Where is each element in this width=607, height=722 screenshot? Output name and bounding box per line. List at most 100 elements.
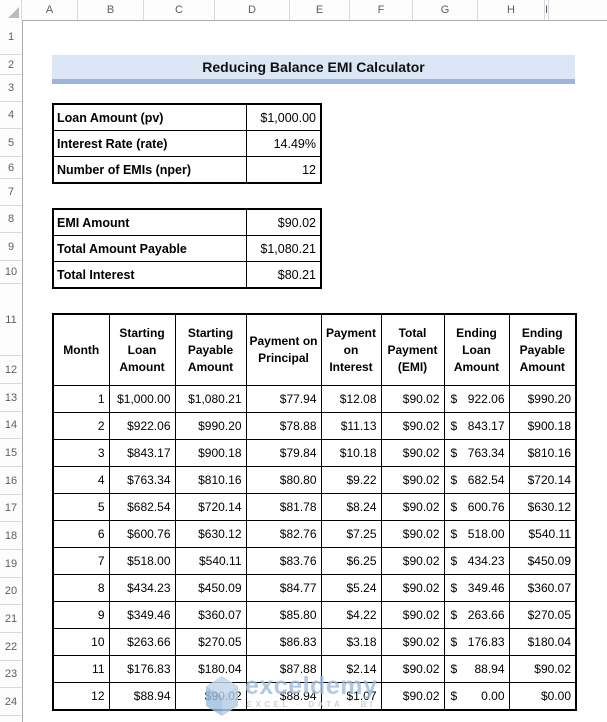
input-value-cell[interactable]: 14.49% [245,130,322,157]
cell-payment-principal[interactable]: $81.78 [245,493,322,521]
cell-starting-payable[interactable]: $810.16 [174,466,247,494]
column-header[interactable]: E [290,0,350,20]
cell-ending-loan[interactable]: $ 922.06 [443,385,510,413]
cell-payment-interest[interactable]: $12.08 [320,385,382,413]
cell-payment-interest[interactable]: $10.18 [320,439,382,467]
row-header[interactable]: 7 [0,179,22,206]
column-header[interactable]: C [144,0,215,20]
cell-total-payment[interactable]: $90.02 [380,520,445,548]
cell-payment-principal[interactable]: $86.83 [245,628,322,656]
row-header[interactable]: 11 [0,284,22,356]
row-header[interactable]: 5 [0,129,22,157]
result-value-cell[interactable]: $80.21 [245,261,322,289]
cell-total-payment[interactable]: $90.02 [380,439,445,467]
cell-ending-payable[interactable]: $900.18 [508,412,577,440]
row-header[interactable]: 4 [0,102,22,129]
cell-starting-loan[interactable]: $518.00 [108,547,176,575]
cell-ending-loan[interactable]: $ 518.00 [443,520,510,548]
cell-ending-payable[interactable]: $810.16 [508,439,577,467]
cell-total-payment[interactable]: $90.02 [380,547,445,575]
cell-ending-loan[interactable]: $ 434.23 [443,547,510,575]
schedule-header-cell[interactable]: Starting Payable Amount [174,313,247,386]
cell-ending-loan[interactable]: $ 263.66 [443,601,510,629]
cell-payment-interest[interactable]: $6.25 [320,547,382,575]
cell-ending-payable[interactable]: $0.00 [508,682,577,711]
row-header[interactable]: 12 [0,356,22,384]
row-header[interactable]: 17 [0,495,22,522]
row-header[interactable]: 18 [0,522,22,550]
cell-total-payment[interactable]: $90.02 [380,574,445,602]
cell-total-payment[interactable]: $90.02 [380,655,445,683]
column-header[interactable]: F [350,0,413,20]
cell-payment-interest[interactable]: $4.22 [320,601,382,629]
cell-total-payment[interactable]: $90.02 [380,682,445,711]
row-header[interactable]: 6 [0,157,22,179]
column-header[interactable]: H [478,0,545,20]
cell-payment-interest[interactable]: $1.07 [320,682,382,711]
cell-ending-payable[interactable]: $360.07 [508,574,577,602]
cell-payment-interest[interactable]: $8.24 [320,493,382,521]
cell-payment-principal[interactable]: $85.80 [245,601,322,629]
title-cell[interactable]: Reducing Balance EMI Calculator [52,55,575,84]
cell-payment-principal[interactable]: $82.76 [245,520,322,548]
row-header[interactable]: 16 [0,467,22,495]
cell-ending-payable[interactable]: $270.05 [508,601,577,629]
input-value-cell[interactable]: 12 [245,156,322,184]
cell-ending-payable[interactable]: $990.20 [508,385,577,413]
result-label-cell[interactable]: EMI Amount [52,208,247,236]
cell-ending-loan[interactable]: $ 349.46 [443,574,510,602]
select-all-corner[interactable] [0,0,22,20]
cell-ending-loan[interactable]: $ 843.17 [443,412,510,440]
cell-ending-payable[interactable]: $180.04 [508,628,577,656]
cell-starting-payable[interactable]: $180.04 [174,655,247,683]
schedule-header-cell[interactable]: Starting Loan Amount [108,313,176,386]
cell-ending-loan[interactable]: $ 0.00 [443,682,510,711]
cell-month[interactable]: 10 [52,628,110,656]
cell-starting-loan[interactable]: $843.17 [108,439,176,467]
row-header[interactable]: 24 [0,688,22,716]
cell-payment-interest[interactable]: $5.24 [320,574,382,602]
result-label-cell[interactable]: Total Interest [52,261,247,289]
schedule-header-cell[interactable]: Ending Loan Amount [443,313,510,386]
cell-month[interactable]: 1 [52,385,110,413]
cell-starting-loan[interactable]: $434.23 [108,574,176,602]
cell-starting-loan[interactable]: $922.06 [108,412,176,440]
cell-payment-principal[interactable]: $77.94 [245,385,322,413]
schedule-header-cell[interactable]: Payment on Interest [320,313,382,386]
cell-ending-loan[interactable]: $ 763.34 [443,439,510,467]
cell-month[interactable]: 5 [52,493,110,521]
cell-month[interactable]: 3 [52,439,110,467]
cell-payment-interest[interactable]: $2.14 [320,655,382,683]
result-value-cell[interactable]: $1,080.21 [245,235,322,262]
cell-starting-loan[interactable]: $176.83 [108,655,176,683]
column-header[interactable]: I [545,0,550,20]
cell-month[interactable]: 7 [52,547,110,575]
cell-starting-payable[interactable]: $270.05 [174,628,247,656]
cell-payment-principal[interactable]: $88.94 [245,682,322,711]
row-header[interactable]: 9 [0,233,22,261]
schedule-header-cell[interactable]: Payment on Principal [245,313,322,386]
cell-payment-interest[interactable]: $3.18 [320,628,382,656]
row-header[interactable]: 21 [0,605,22,633]
input-label-cell[interactable]: Interest Rate (rate) [52,130,247,157]
cell-starting-payable[interactable]: $90.02 [174,682,247,711]
cell-total-payment[interactable]: $90.02 [380,412,445,440]
cell-payment-interest[interactable]: $7.25 [320,520,382,548]
cell-total-payment[interactable]: $90.02 [380,466,445,494]
cell-payment-principal[interactable]: $79.84 [245,439,322,467]
cell-month[interactable]: 2 [52,412,110,440]
cell-total-payment[interactable]: $90.02 [380,385,445,413]
row-header[interactable]: 15 [0,439,22,467]
cell-ending-payable[interactable]: $90.02 [508,655,577,683]
cell-month[interactable]: 9 [52,601,110,629]
cell-payment-principal[interactable]: $84.77 [245,574,322,602]
row-header[interactable]: 23 [0,661,22,688]
cell-total-payment[interactable]: $90.02 [380,493,445,521]
cell-starting-payable[interactable]: $450.09 [174,574,247,602]
schedule-header-cell[interactable]: Ending Payable Amount [508,313,577,386]
cell-month[interactable]: 12 [52,682,110,711]
cell-month[interactable]: 6 [52,520,110,548]
cell-starting-loan[interactable]: $88.94 [108,682,176,711]
row-header[interactable]: 20 [0,578,22,605]
cell-payment-principal[interactable]: $78.88 [245,412,322,440]
